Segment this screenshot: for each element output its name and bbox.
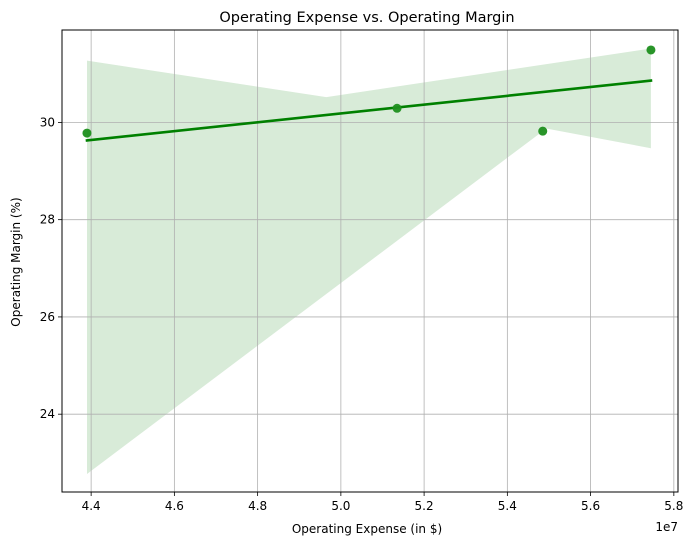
plot-frame bbox=[61, 29, 679, 493]
regression-line bbox=[85, 79, 653, 142]
confidence-band bbox=[87, 48, 651, 474]
regression-layer bbox=[85, 79, 653, 142]
x-tick-label: 4.6 bbox=[165, 499, 184, 513]
confidence-band-layer bbox=[87, 48, 651, 474]
x-tick-label: 5.8 bbox=[664, 499, 683, 513]
x-tick-label: 4.4 bbox=[82, 499, 101, 513]
y-tick-label: 24 bbox=[40, 407, 55, 421]
data-point bbox=[392, 103, 402, 113]
chart-title: Operating Expense vs. Operating Margin bbox=[219, 10, 514, 26]
y-axis-label: Operating Margin (%) bbox=[9, 197, 23, 326]
ticks-layer: 4.4 4.6 4.8 5.0 5.2 5.4 5.6 5.8 24 26 28 30 bbox=[40, 115, 684, 513]
points-layer bbox=[82, 45, 656, 138]
data-point bbox=[646, 45, 656, 55]
x-axis-label: Operating Expense (in $) bbox=[292, 522, 442, 536]
data-point bbox=[538, 126, 548, 136]
data-point bbox=[82, 128, 92, 138]
x-tick-label: 5.0 bbox=[331, 499, 350, 513]
axes-frame bbox=[61, 29, 679, 493]
x-tick-label: 5.6 bbox=[581, 499, 600, 513]
y-tick-label: 26 bbox=[40, 310, 55, 324]
y-tick-label: 30 bbox=[40, 115, 55, 129]
x-axis-offset-label: 1e7 bbox=[655, 520, 678, 534]
grid-layer bbox=[62, 30, 678, 492]
x-tick-label: 5.2 bbox=[415, 499, 434, 513]
x-tick-label: 4.8 bbox=[248, 499, 267, 513]
x-tick-label: 5.4 bbox=[498, 499, 517, 513]
y-tick-label: 28 bbox=[40, 213, 55, 227]
